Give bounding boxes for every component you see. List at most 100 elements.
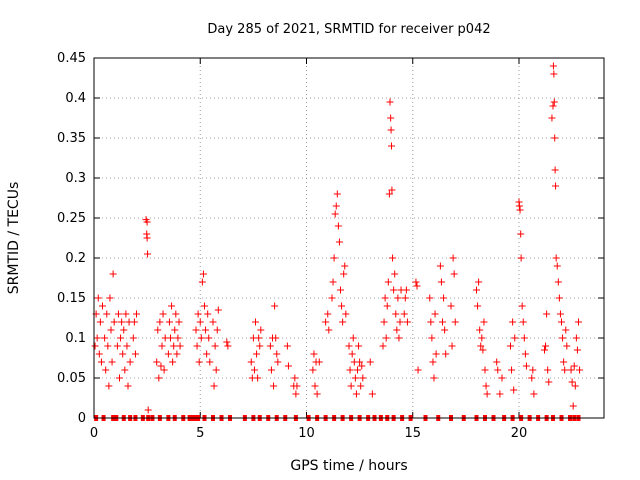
data-point (493, 358, 501, 366)
data-point (482, 382, 490, 390)
data-point (331, 210, 339, 218)
data-point (562, 326, 570, 334)
data-point (412, 278, 420, 286)
data-point (116, 374, 123, 382)
data-point (573, 346, 581, 354)
data-point (439, 318, 446, 326)
data-point (522, 362, 530, 370)
data-point (563, 342, 571, 350)
y-tick-label: 0.05 (57, 371, 86, 386)
data-point (441, 326, 449, 334)
data-point (366, 358, 374, 366)
data-point (176, 342, 184, 350)
data-point (193, 342, 201, 350)
data-point (156, 318, 164, 326)
data-point (123, 342, 131, 350)
data-point (576, 366, 584, 374)
data-point (521, 350, 529, 358)
data-point (250, 366, 258, 374)
data-point (395, 334, 403, 342)
data-point (122, 310, 130, 318)
data-point (393, 326, 401, 334)
data-point (359, 374, 367, 382)
data-point (106, 294, 114, 302)
data-point (348, 350, 356, 358)
data-point (476, 326, 484, 334)
data-point (390, 286, 398, 294)
data-point (542, 342, 550, 350)
data-point (210, 382, 218, 390)
data-point (329, 278, 337, 286)
data-point (333, 190, 341, 198)
data-point (560, 358, 568, 366)
data-point (558, 318, 565, 326)
data-point (413, 282, 421, 290)
data-point (174, 334, 182, 342)
data-point (159, 310, 167, 318)
data-point (202, 326, 210, 334)
data-point (555, 294, 563, 302)
data-point (223, 338, 231, 346)
data-point (117, 334, 125, 342)
data-point (440, 294, 448, 302)
data-point (553, 262, 561, 270)
data-point (346, 366, 354, 374)
data-point (107, 326, 115, 334)
data-point (104, 342, 112, 350)
data-point (428, 334, 436, 342)
data-point (99, 302, 106, 310)
data-point (110, 318, 118, 326)
data-point (396, 318, 404, 326)
data-point (334, 222, 342, 230)
data-point (256, 342, 264, 350)
data-point (386, 98, 394, 106)
data-point (315, 358, 323, 366)
data-point (429, 358, 437, 366)
data-point (575, 318, 582, 326)
data-point (541, 346, 548, 354)
data-point (340, 270, 348, 278)
data-point (427, 318, 435, 326)
data-point (507, 342, 514, 350)
data-point (510, 386, 518, 394)
data-point (511, 334, 519, 342)
data-point (192, 326, 200, 334)
data-point (102, 366, 110, 374)
data-point (561, 366, 569, 374)
data-point (168, 302, 176, 310)
data-point (172, 310, 180, 318)
data-point (158, 342, 166, 350)
data-point (252, 318, 259, 326)
data-point (204, 310, 212, 318)
data-point (550, 70, 558, 78)
data-point (313, 390, 321, 398)
data-point (199, 270, 207, 278)
data-point (194, 310, 202, 318)
data-point (498, 374, 506, 382)
data-point (349, 334, 357, 342)
y-tick-label: 0.2 (65, 251, 86, 266)
data-point (517, 254, 525, 262)
data-point (494, 366, 502, 374)
data-series-p042 (91, 62, 584, 421)
x-axis-label: GPS time / hours (290, 458, 407, 474)
data-point (391, 270, 399, 278)
data-point (154, 326, 162, 334)
data-point (436, 262, 444, 270)
x-tick-label: 20 (511, 426, 528, 441)
data-point (337, 286, 344, 294)
y-axis: 0 0.05 0.1 0.15 0.2 0.25 0.3 0.35 0.4 0.45 (57, 51, 604, 426)
data-point (515, 202, 523, 210)
data-point (175, 318, 183, 326)
data-point (496, 390, 504, 398)
data-point (549, 62, 557, 70)
data-point (430, 374, 438, 382)
data-point (108, 358, 116, 366)
data-point (324, 310, 332, 318)
plot-frame (93, 57, 605, 419)
data-point (169, 358, 177, 366)
data-point (403, 318, 411, 326)
data-point (351, 374, 359, 382)
data-point (120, 326, 128, 334)
